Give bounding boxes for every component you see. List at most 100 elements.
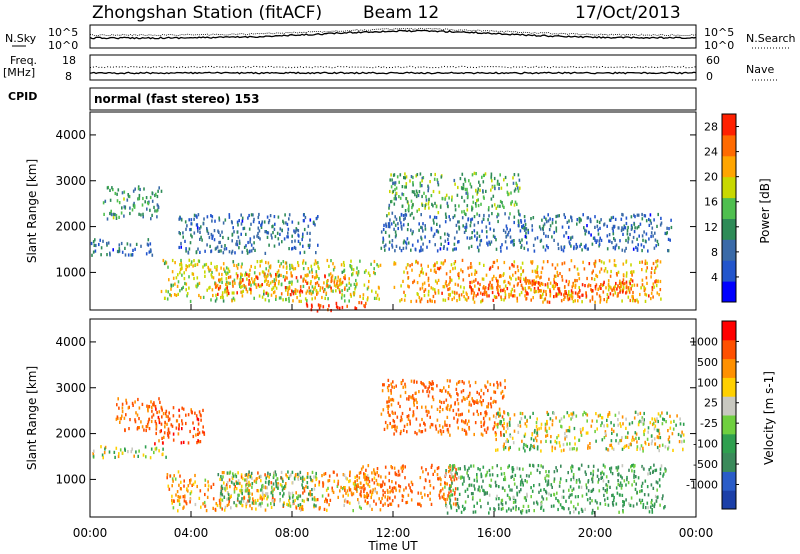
cell-5 xyxy=(420,466,423,470)
cell-2 xyxy=(179,271,181,275)
cell-6 xyxy=(432,287,434,291)
cell-9 xyxy=(411,204,414,208)
cell-7 xyxy=(470,288,473,292)
cell-8 xyxy=(531,228,534,232)
cell-2 xyxy=(192,272,195,276)
cell-8 xyxy=(553,230,555,235)
cell-6 xyxy=(524,279,526,283)
cell-4 xyxy=(271,225,273,229)
cell-8 xyxy=(595,240,597,244)
cell-6 xyxy=(403,290,405,294)
cell-4 xyxy=(237,481,239,485)
cell-4 xyxy=(242,227,245,231)
cell-3 xyxy=(290,293,292,297)
cell-6 xyxy=(545,470,547,474)
cell-6 xyxy=(527,504,530,508)
cell-4 xyxy=(238,241,241,245)
cell-7 xyxy=(480,420,482,424)
cell-8 xyxy=(521,238,523,242)
cell-4 xyxy=(297,503,300,507)
cell-4 xyxy=(297,494,300,498)
cell-4 xyxy=(239,489,241,493)
cell-8 xyxy=(669,426,672,430)
cell-6 xyxy=(632,270,635,274)
cell-9 xyxy=(496,179,499,183)
cell-3 xyxy=(255,507,257,511)
cell-6 xyxy=(651,503,654,507)
cell-9 xyxy=(421,176,424,180)
cell-8 xyxy=(525,443,527,447)
cell-7 xyxy=(447,427,449,432)
cell-8 xyxy=(644,440,646,444)
cell-2 xyxy=(278,296,281,300)
cell-1 xyxy=(151,405,153,409)
cell-6 xyxy=(400,284,402,288)
cell-8 xyxy=(544,426,547,430)
cell-0 xyxy=(142,453,145,457)
cell-3 xyxy=(292,292,295,296)
cell-4 xyxy=(199,237,201,241)
cell-3 xyxy=(349,479,351,483)
cell-4 xyxy=(228,213,231,217)
cell-1 xyxy=(118,215,120,219)
cell-6 xyxy=(474,269,477,273)
cell-6 xyxy=(545,479,547,483)
cell-5 xyxy=(365,468,367,472)
cell-1 xyxy=(148,405,151,409)
cell-3 xyxy=(241,477,244,481)
cell-8 xyxy=(603,223,605,227)
cell-6 xyxy=(584,470,587,474)
cell-7 xyxy=(428,390,431,394)
cell-2 xyxy=(178,414,181,418)
cell-6 xyxy=(442,298,445,302)
cell-3 xyxy=(288,498,290,503)
cell-3 xyxy=(286,475,289,479)
cell-5 xyxy=(363,489,365,494)
cell-7 xyxy=(390,389,392,393)
cell-8 xyxy=(651,417,653,421)
cell-6 xyxy=(483,489,485,493)
cell-6 xyxy=(427,293,430,297)
cell-2 xyxy=(197,432,199,436)
cell-8 xyxy=(487,243,489,247)
cell-6 xyxy=(480,485,483,489)
cell-5 xyxy=(447,494,449,498)
cell-3 xyxy=(214,282,217,286)
cell-7 xyxy=(543,289,545,293)
xtick-label: 00:00 xyxy=(679,526,714,540)
cell-2 xyxy=(210,298,212,302)
cell-6 xyxy=(491,286,494,290)
cell-5 xyxy=(383,482,386,486)
cell-3 xyxy=(248,489,250,493)
cell-8 xyxy=(608,411,611,415)
cell-8 xyxy=(502,228,505,232)
cell-4 xyxy=(204,249,206,253)
cell-6 xyxy=(556,270,559,274)
cell-6 xyxy=(577,502,579,506)
cell-3 xyxy=(304,279,307,283)
cell-4 xyxy=(293,245,296,250)
cell-6 xyxy=(437,291,440,295)
cell-6 xyxy=(595,273,597,277)
cell-8 xyxy=(395,244,398,248)
cell-6 xyxy=(631,469,633,473)
cell-1 xyxy=(123,214,125,218)
cell-2 xyxy=(269,266,272,270)
cell-7 xyxy=(423,383,425,387)
cell-6 xyxy=(518,293,521,297)
cell-3 xyxy=(221,272,223,277)
cell-6 xyxy=(524,479,526,483)
cell-6 xyxy=(511,263,513,267)
cell-6 xyxy=(609,467,611,471)
cell-6 xyxy=(541,266,544,270)
cell-3 xyxy=(298,473,301,478)
cell-8 xyxy=(648,223,651,227)
cell-8 xyxy=(476,238,478,242)
noise-tick-top-left: 10^5 xyxy=(48,26,78,39)
cell-4 xyxy=(260,504,262,508)
cell-6 xyxy=(617,466,619,470)
cell-3 xyxy=(314,282,317,286)
cell-3 xyxy=(227,291,230,296)
cell-8 xyxy=(672,427,675,431)
cell-4 xyxy=(218,216,220,220)
